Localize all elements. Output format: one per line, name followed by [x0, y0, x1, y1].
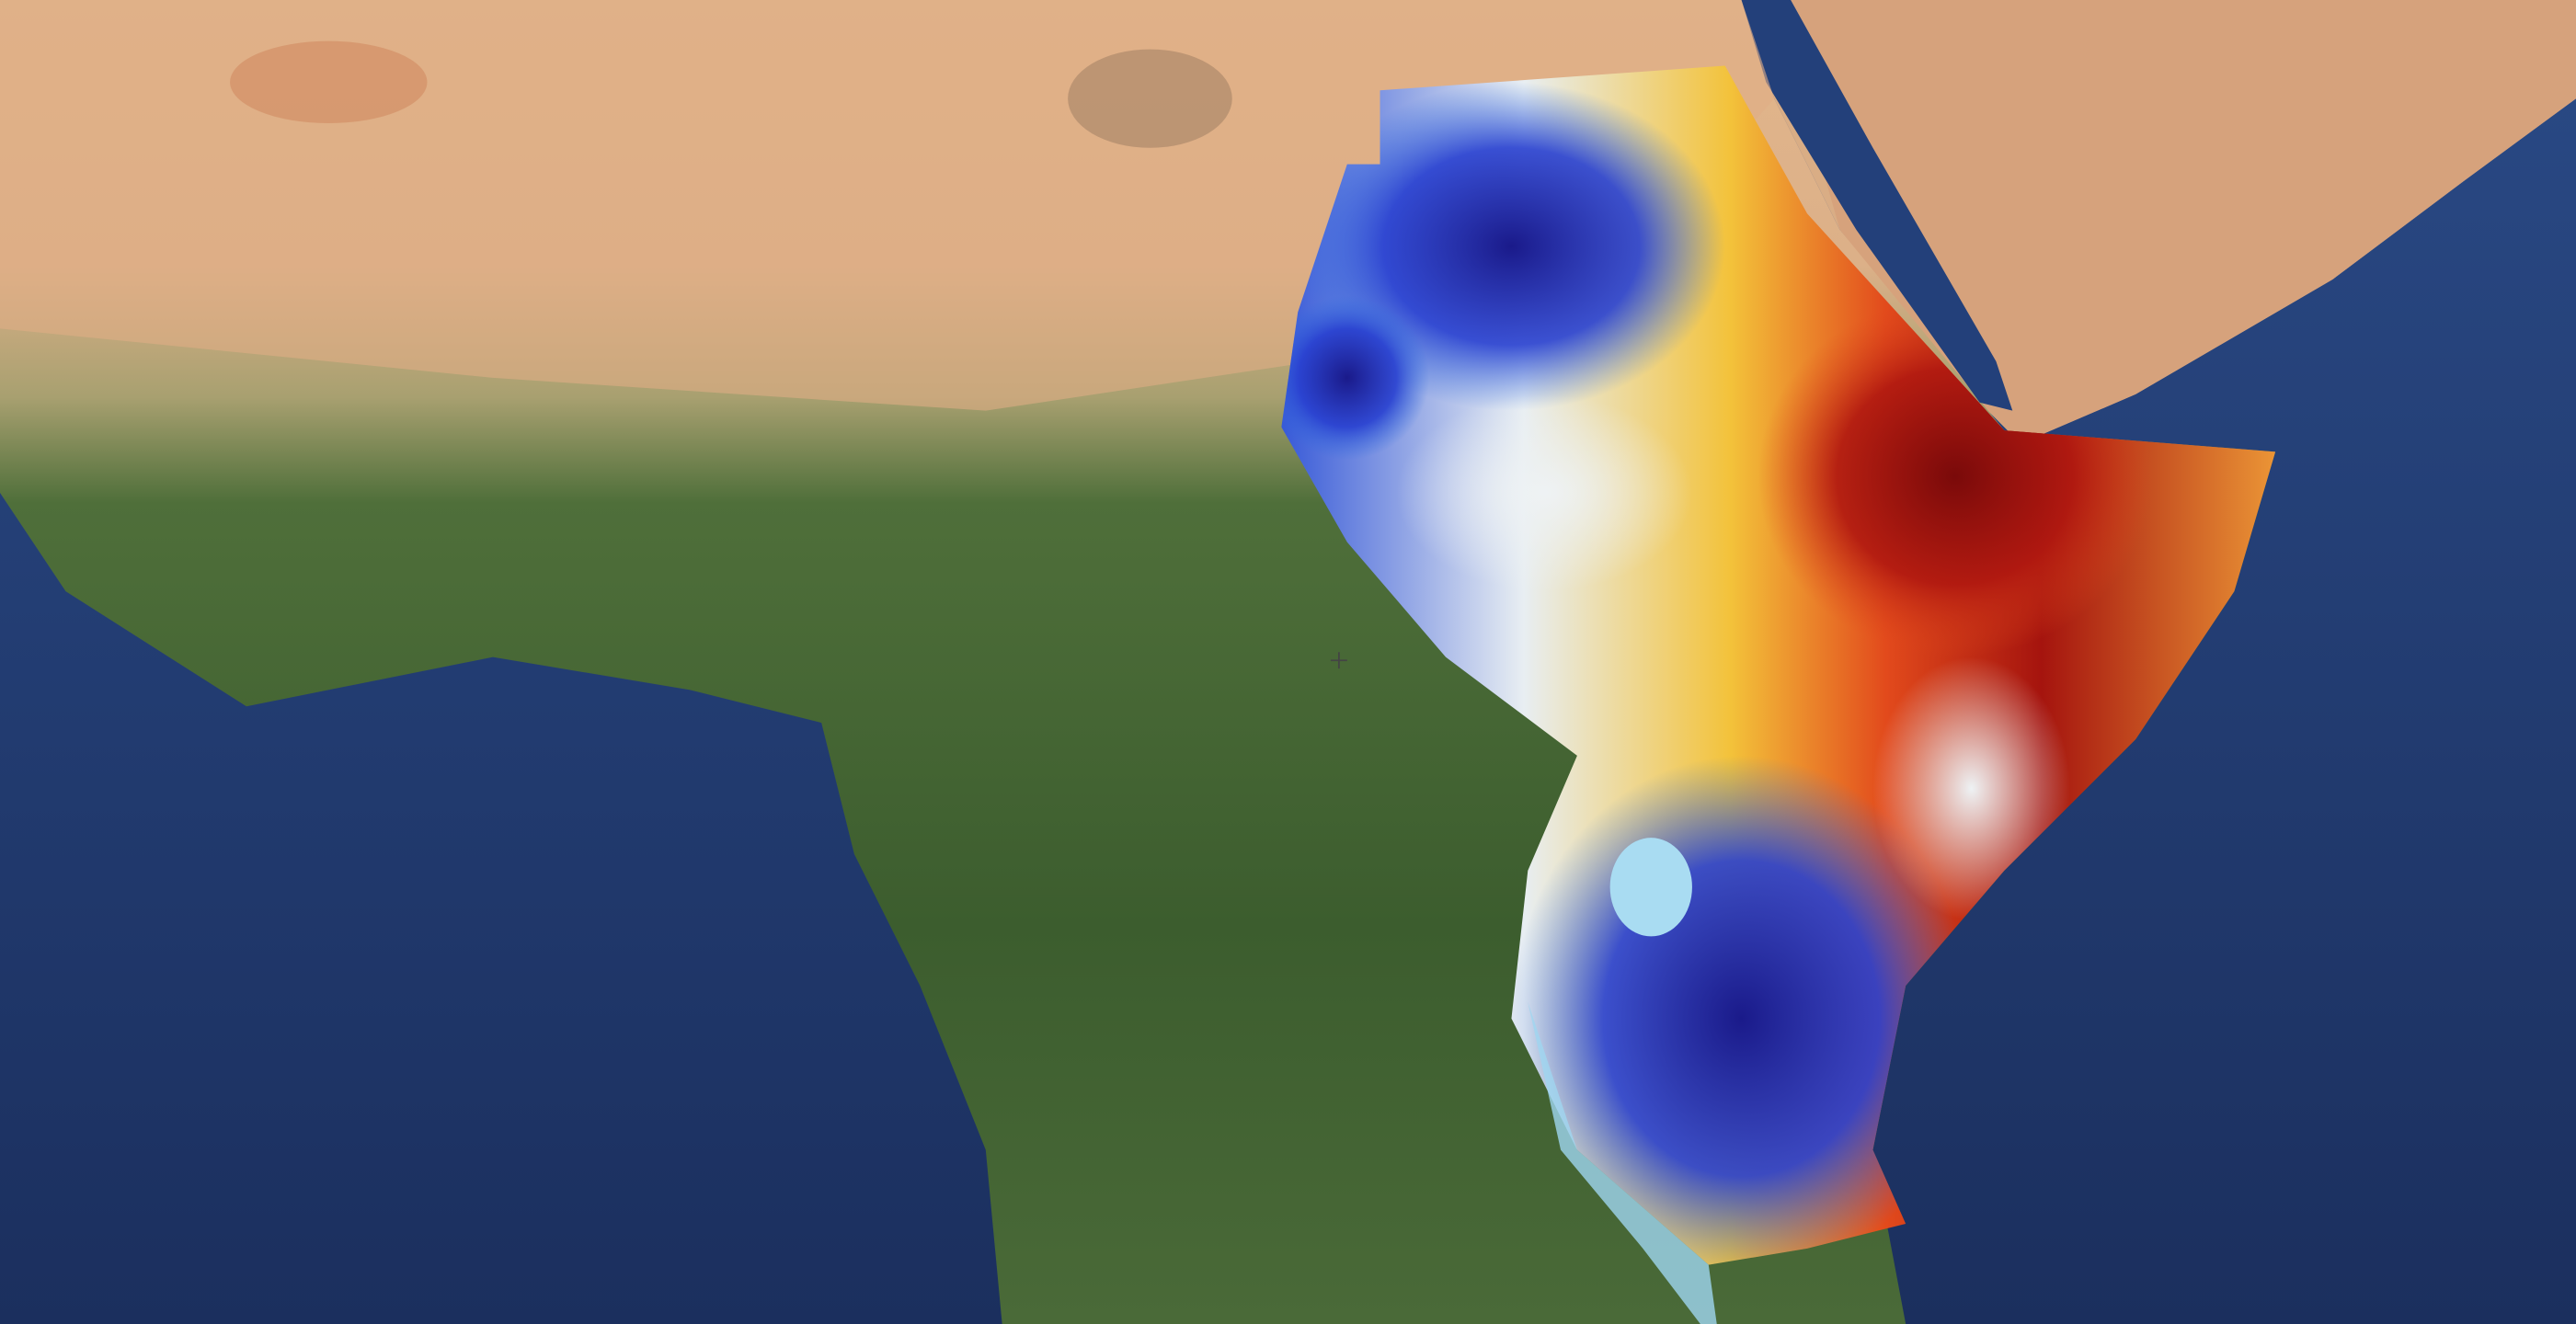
red-sea	[1741, 0, 2013, 411]
overlay-neutral	[1396, 394, 1692, 592]
desert-feature	[230, 40, 428, 123]
overlay-wet-west	[1281, 295, 1430, 461]
crosshair	[1330, 652, 1347, 669]
desert-feature	[1068, 49, 1232, 148]
lake	[1609, 838, 1692, 937]
overlay-neutral-coast	[1872, 656, 2070, 920]
lake-edge	[1528, 1001, 1717, 1324]
